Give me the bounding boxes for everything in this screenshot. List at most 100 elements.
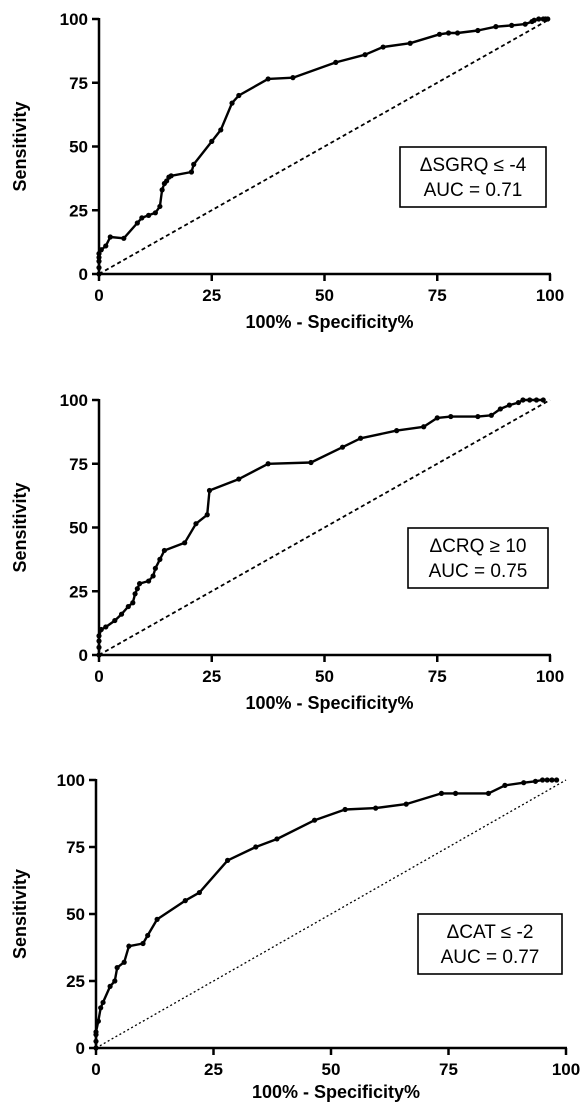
y-tick-label: 100	[60, 10, 88, 29]
roc-point	[475, 413, 481, 420]
x-tick-label: 0	[91, 1060, 100, 1079]
roc-point	[265, 76, 271, 82]
roc-point	[225, 857, 231, 864]
x-axis-title: 100% - Specificity%	[245, 693, 413, 713]
roc-point	[136, 581, 143, 587]
roc-point	[533, 397, 540, 403]
roc-point	[139, 215, 145, 221]
roc-point	[520, 397, 526, 403]
y-axis-title: Sensitivity	[10, 869, 30, 959]
roc-point	[544, 777, 550, 783]
roc-curve	[94, 778, 557, 1048]
roc-point	[150, 573, 156, 579]
y-tick-label: 100	[57, 771, 85, 790]
roc-point	[536, 16, 542, 22]
roc-point	[236, 476, 242, 482]
roc-point	[193, 521, 199, 527]
roc-point	[157, 203, 163, 210]
roc-point	[357, 435, 364, 441]
roc-point	[126, 943, 132, 949]
roc-point	[522, 21, 528, 27]
x-axis-title: 100% - Specificity%	[252, 1082, 420, 1102]
x-axis-title: 100% - Specificity%	[245, 312, 413, 332]
roc-point	[93, 1045, 99, 1051]
roc-point	[93, 1038, 99, 1044]
roc-panel-crq: 0 25 50 75 100 0 25 50 75 100 100% - Specificity% S…	[10, 391, 564, 713]
y-tick-label: 50	[66, 905, 85, 924]
x-tick-label: 100	[536, 286, 564, 305]
roc-point	[209, 138, 215, 144]
roc-point	[493, 24, 499, 30]
roc-point	[206, 487, 213, 494]
reference-line	[98, 399, 551, 656]
roc-point	[308, 459, 314, 466]
roc-point	[236, 92, 242, 99]
roc-point	[438, 790, 445, 797]
roc-point	[96, 638, 102, 644]
auc-label: AUC = 0.77	[441, 947, 540, 968]
reference-line	[98, 18, 551, 275]
roc-point	[118, 611, 125, 617]
roc-point	[121, 959, 127, 965]
legend-box	[399, 146, 547, 208]
y-tick-label: 0	[79, 646, 88, 665]
x-tick-label: 50	[315, 667, 334, 686]
roc-point	[196, 889, 202, 896]
auc-label: AUC = 0.71	[424, 180, 523, 201]
roc-point	[265, 461, 271, 467]
roc-curve	[97, 398, 544, 655]
roc-point	[140, 940, 146, 947]
x-tick-label: 25	[202, 667, 221, 686]
x-tick-label: 50	[315, 286, 334, 305]
x-tick-label: 25	[202, 286, 221, 305]
roc-point	[96, 652, 102, 658]
y-axis-title: Sensitivity	[10, 482, 30, 572]
roc-point	[532, 778, 539, 784]
roc-point	[191, 161, 197, 167]
roc-point	[103, 624, 109, 630]
roc-point	[403, 801, 409, 807]
y-tick-label: 0	[76, 1039, 85, 1058]
y-tick-label: 25	[66, 972, 85, 991]
roc-point	[545, 16, 551, 22]
roc-point	[98, 1005, 104, 1011]
roc-point	[539, 777, 546, 783]
roc-point	[121, 235, 127, 241]
reference-line	[95, 779, 567, 1049]
roc-point	[154, 916, 160, 922]
roc-point	[436, 31, 443, 37]
legend-box	[417, 913, 563, 975]
roc-point	[407, 40, 413, 46]
roc-point	[540, 397, 546, 403]
roc-point	[188, 169, 195, 175]
roc-point	[509, 22, 515, 28]
roc-point	[229, 100, 235, 106]
roc-point	[515, 399, 522, 406]
roc-point	[96, 271, 102, 277]
roc-point	[132, 591, 138, 597]
x-tick-label: 50	[322, 1060, 341, 1079]
roc-point	[527, 397, 533, 403]
roc-point	[112, 617, 118, 624]
roc-point	[134, 586, 140, 592]
roc-point	[107, 983, 113, 989]
roc-point	[448, 413, 454, 420]
roc-point	[146, 212, 152, 218]
roc-point	[204, 512, 210, 518]
roc-point	[146, 578, 152, 584]
roc-point	[475, 27, 481, 34]
roc-point	[502, 782, 508, 788]
roc-point	[521, 780, 527, 786]
x-tick-label: 100	[536, 667, 564, 686]
roc-point	[161, 547, 167, 554]
auc-label: AUC = 0.75	[429, 561, 528, 582]
y-tick-label: 0	[79, 265, 88, 284]
x-tick-label: 0	[94, 667, 103, 686]
roc-point	[152, 565, 158, 571]
y-tick-label: 75	[69, 74, 88, 93]
roc-point	[98, 626, 104, 633]
roc-point	[96, 265, 102, 271]
roc-point	[96, 633, 102, 639]
roc-point	[100, 999, 106, 1006]
